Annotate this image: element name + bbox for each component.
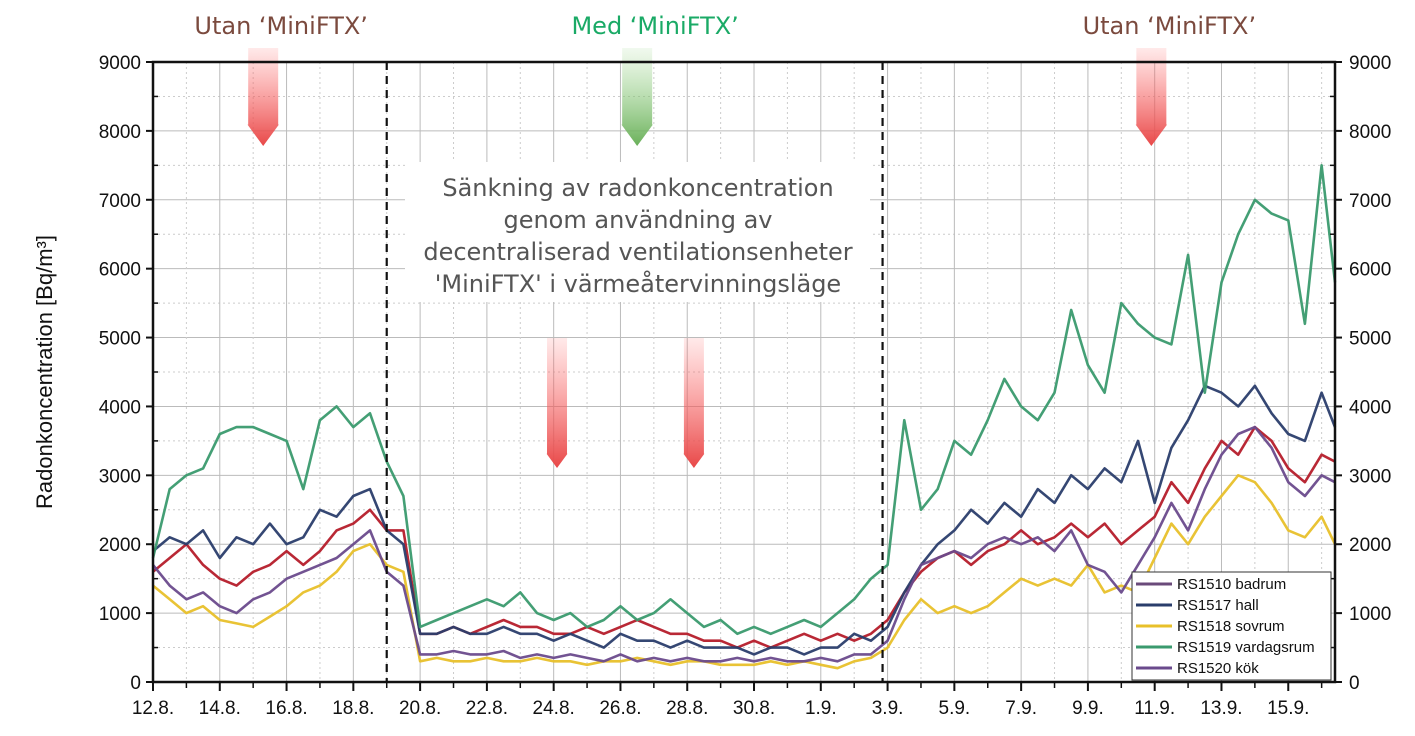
series-line-rs1520 — [151, 425, 1336, 663]
annotation-line: Sänkning av radonkoncentration — [442, 174, 833, 202]
x-tick-label: 30.8. — [733, 698, 775, 719]
legend: RS1510 badrum RS1517 hall RS1518 sovrum RS1… — [1131, 571, 1332, 681]
x-tick-label: 22.8. — [466, 698, 508, 719]
phase-label: Utan ‘MiniFTX’ — [1083, 12, 1257, 40]
y-tick-label-right: 3000 — [1349, 466, 1391, 487]
x-tick-label: 15.9. — [1267, 698, 1309, 719]
x-tick-label: 9.9. — [1072, 698, 1104, 719]
series-line-rs1510 — [152, 425, 1336, 649]
y-tick-label: 3000 — [99, 466, 141, 487]
x-tick-label: 7.9. — [1005, 698, 1037, 719]
y-tick-label-right: 7000 — [1349, 191, 1391, 212]
phase-label: Utan ‘MiniFTX’ — [194, 12, 368, 40]
y-tick-label-right: 4000 — [1349, 397, 1391, 418]
annotation-box: Sänkning av radonkoncentration genom anvä… — [405, 162, 870, 302]
x-tick-label: 1.9. — [805, 698, 837, 719]
annotation-background — [405, 162, 870, 302]
y-axis-label: Radonkoncentration [Bq/m³] — [32, 235, 57, 509]
y-tick-label: 9000 — [99, 53, 141, 74]
annotation-line: decentraliserad ventilationsenheter — [423, 238, 852, 266]
down-arrow-icon — [683, 338, 705, 468]
x-tick-label: 5.9. — [939, 698, 971, 719]
y-tick-label-right: 6000 — [1349, 260, 1391, 281]
down-arrow-icon — [621, 48, 653, 146]
annotation-line: 'MiniFTX' i värmeåtervinningsläge — [435, 269, 841, 298]
phase-markers: Utan ‘MiniFTX’ Med ‘MiniFTX’ Utan ‘MiniFTX… — [194, 12, 1256, 468]
legend-label: RS1518 sovrum — [1177, 618, 1285, 635]
legend-label: RS1510 badrum — [1177, 576, 1286, 593]
series-line-rs1517 — [152, 384, 1337, 656]
down-arrow-icon — [546, 338, 568, 468]
y-tick-label-right: 5000 — [1349, 329, 1391, 350]
y-tick-label: 1000 — [99, 604, 141, 625]
series-lines — [151, 164, 1337, 670]
x-tick-label: 13.9. — [1200, 698, 1242, 719]
legend-label: RS1517 hall — [1177, 597, 1259, 614]
x-tick-label: 16.8. — [265, 698, 307, 719]
series-line-rs1519 — [151, 164, 1337, 636]
legend-label: RS1519 vardagsrum — [1177, 639, 1315, 656]
y-tick-label: 5000 — [99, 329, 141, 350]
down-arrow-icon — [1135, 48, 1168, 146]
legend-label: RS1520 kök — [1177, 660, 1259, 677]
x-tick-label: 11.9. — [1134, 698, 1175, 719]
y-tick-label-right: 0 — [1349, 673, 1360, 694]
x-tick-label: 24.8. — [533, 698, 575, 719]
y-tick-label-right: 9000 — [1349, 53, 1391, 74]
axes: 0 0 1000 1000 2000 2000 3000 3000 4000 4000 5000 50… — [99, 53, 1392, 719]
y-tick-label: 7000 — [99, 191, 141, 212]
y-tick-label: 0 — [130, 673, 141, 694]
y-tick-label: 6000 — [99, 260, 141, 281]
y-tick-label-right: 8000 — [1349, 122, 1391, 143]
x-tick-label: 3.9. — [872, 698, 904, 719]
phase-label: Med ‘MiniFTX’ — [571, 12, 738, 40]
y-tick-label-right: 1000 — [1349, 604, 1391, 625]
down-arrow-icon — [247, 48, 279, 146]
x-tick-label: 12.8. — [132, 698, 174, 719]
x-tick-label: 14.8. — [199, 698, 241, 719]
x-tick-label: 26.8. — [599, 698, 641, 719]
x-tick-label: 18.8. — [332, 698, 374, 719]
y-tick-label: 4000 — [99, 397, 141, 418]
y-tick-label: 8000 — [99, 122, 141, 143]
x-tick-label: 28.8. — [666, 698, 708, 719]
y-tick-label-right: 2000 — [1349, 535, 1391, 556]
x-tick-label: 20.8. — [399, 698, 441, 719]
annotation-line: genom användning av — [503, 206, 772, 234]
y-tick-label: 2000 — [99, 535, 141, 556]
